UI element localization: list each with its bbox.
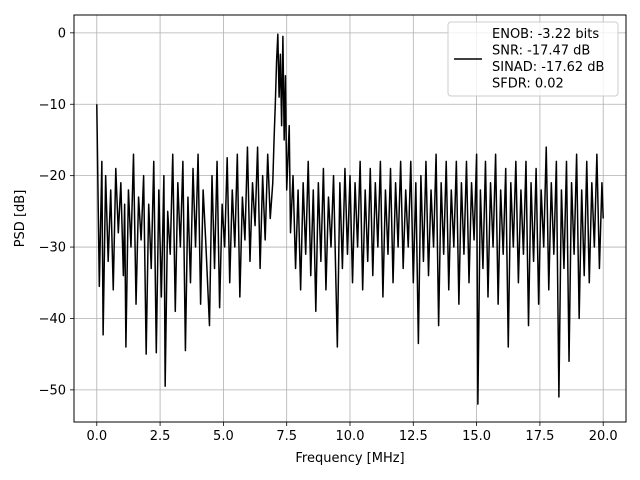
- y-axis-label: PSD [dB]: [13, 190, 28, 248]
- y-tick-label: −40: [39, 312, 66, 327]
- x-tick-label: 7.5: [276, 429, 297, 444]
- legend-snr-text: SNR: -17.47 dB: [492, 44, 590, 59]
- x-tick-label: 2.5: [150, 429, 171, 444]
- legend: ENOB: -3.22 bits SNR: -17.47 dB SINAD: -…: [447, 21, 619, 97]
- y-tick-label: −10: [39, 98, 66, 113]
- legend-sinad-text: SINAD: -17.62 dB: [492, 60, 604, 75]
- y-tick-label: −20: [39, 169, 66, 184]
- x-axis-label: Frequency [MHz]: [295, 451, 404, 466]
- psd-series-line: [96, 33, 604, 405]
- legend-box: [447, 21, 619, 97]
- x-tick-label: 10.0: [336, 429, 365, 444]
- y-tick-label: −30: [39, 241, 66, 256]
- x-tick-label: 0.0: [86, 429, 107, 444]
- x-tick-label: 5.0: [213, 429, 234, 444]
- legend-sfdr-text: SFDR: 0.02: [492, 77, 564, 92]
- x-tick-label: 20.0: [589, 429, 618, 444]
- y-tick-label: 0: [58, 26, 66, 41]
- x-tick-label: 15.0: [462, 429, 491, 444]
- plot-area: [96, 33, 604, 405]
- x-tick-label: 17.5: [525, 429, 554, 444]
- ticks: 0.0 2.5 5.0 7.5 10.0 12.5 15.0 17.5 20.0 0 −10 −20 −…: [39, 26, 618, 444]
- x-tick-label: 12.5: [399, 429, 428, 444]
- legend-enob-text: ENOB: -3.22 bits: [492, 27, 599, 42]
- y-tick-label: −50: [39, 383, 66, 398]
